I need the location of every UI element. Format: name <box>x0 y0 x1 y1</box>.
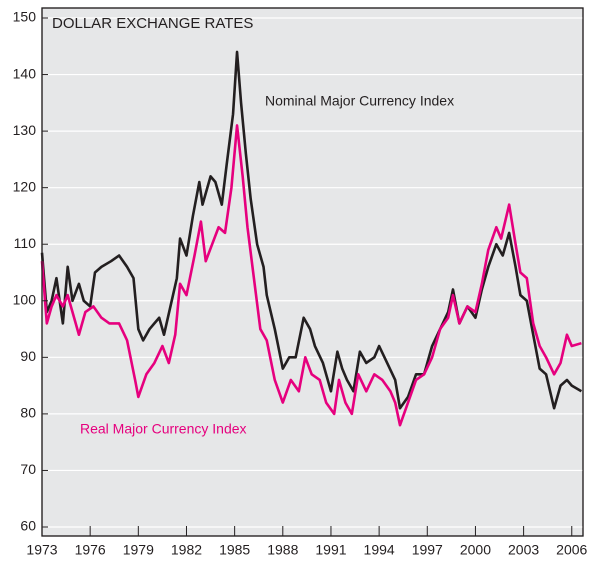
x-tick-label: 1994 <box>364 542 395 558</box>
x-tick-label: 2006 <box>556 542 587 558</box>
y-tick-label: 130 <box>13 122 37 138</box>
x-tick-label: 1985 <box>219 542 250 558</box>
y-tick-label: 110 <box>14 235 37 251</box>
x-tick-label: 1973 <box>26 542 57 558</box>
plot-border <box>41 7 584 537</box>
y-tick-label: 120 <box>13 178 37 194</box>
x-tick-label: 2000 <box>460 542 491 558</box>
grid <box>42 17 583 528</box>
x-tick-label: 1979 <box>123 542 154 558</box>
x-tick-label: 1991 <box>315 542 346 558</box>
lines <box>40 50 583 427</box>
y-tick-label: 60 <box>20 518 36 534</box>
y-tick-label: 70 <box>20 461 36 477</box>
annotation: Real Major Currency Index <box>80 421 247 437</box>
y-tick-label: 150 <box>13 9 37 25</box>
series-line <box>40 124 582 427</box>
x-tick-label: 1982 <box>171 542 202 558</box>
y-tick-label: 140 <box>13 65 37 81</box>
y-tick-label: 80 <box>20 405 36 421</box>
x-tick-label: 1988 <box>267 542 298 558</box>
chart-title: DOLLAR EXCHANGE RATES <box>52 15 253 32</box>
x-tick-label: 1997 <box>412 542 443 558</box>
x-tick-label: 1976 <box>75 542 106 558</box>
series-line <box>40 50 583 410</box>
x-tick-label: 2003 <box>508 542 539 558</box>
annotation: Nominal Major Currency Index <box>265 93 454 109</box>
plot-area <box>41 7 584 537</box>
y-tick-label: 100 <box>13 291 37 307</box>
y-tick-label: 90 <box>20 348 36 364</box>
